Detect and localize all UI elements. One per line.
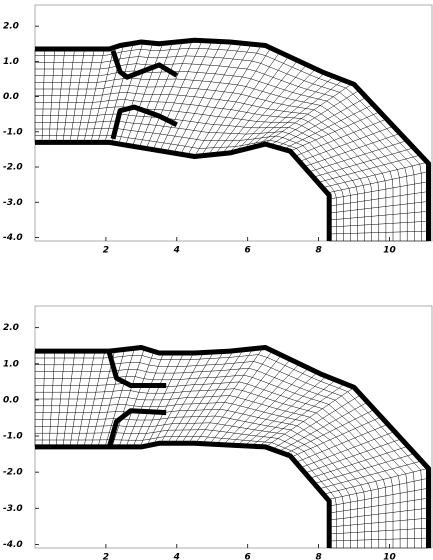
wall-line: [35, 443, 329, 548]
x-tick-label: 6: [245, 553, 251, 560]
y-tick-label: 1.0: [3, 359, 19, 369]
mesh-line: [35, 355, 421, 548]
y-tick-label: 0.0: [3, 92, 19, 102]
x-tick-label: 6: [245, 246, 251, 256]
y-tick-label: -1.0: [3, 432, 23, 442]
y-tick-label: -2.0: [3, 163, 23, 173]
mesh-line: [35, 437, 336, 549]
mesh-line: [35, 100, 372, 241]
x-tick-label: 4: [173, 553, 180, 560]
mesh-line: [35, 382, 393, 548]
x-tick-label: 10: [383, 246, 396, 256]
panel: 2.0 1.0 0.0 -1.0 -2.0 -3.0 -4.0 2 4 6 8 10: [3, 306, 432, 560]
x-tick-label: 10: [383, 553, 396, 560]
y-tick-label: 0.0: [3, 395, 19, 405]
panel: 2.0 1.0 0.0 -1.0 -2.0 -3.0 -4.0 2 4 6 8 10: [3, 5, 432, 256]
x-tick-label: 4: [173, 246, 180, 256]
y-tick-label: -2.0: [3, 468, 23, 478]
mesh-line: [35, 114, 358, 241]
mesh-line: [35, 128, 343, 241]
wall-line: [113, 51, 177, 77]
wall-line: [35, 142, 329, 241]
y-tick-label: 2.0: [3, 323, 19, 333]
y-tick-label: -4.0: [3, 540, 23, 550]
wall-line: [109, 353, 166, 386]
x-tick-label: 8: [315, 246, 321, 256]
figure: 2.0 1.0 0.0 -1.0 -2.0 -3.0 -4.0 2 4 6 8 10 2.0 1.0 0.0…: [0, 0, 433, 560]
mesh-line: [35, 107, 365, 241]
mesh-line: [35, 416, 358, 548]
x-tick-label: 2: [103, 553, 109, 560]
page: 2.0 1.0 0.0 -1.0 -2.0 -3.0 -4.0 2 4 6 8 10 2.0 1.0 0.0…: [0, 0, 433, 560]
mesh-line: [35, 85, 386, 241]
y-tick-label: 1.0: [3, 57, 19, 67]
x-tick-label: 2: [103, 246, 109, 256]
y-tick-label: -4.0: [3, 233, 23, 243]
x-tick-label: 8: [315, 553, 321, 560]
y-tick-label: 2.0: [3, 22, 19, 32]
mesh-line: [35, 402, 372, 548]
y-tick-label: -1.0: [3, 127, 23, 137]
y-tick-label: -3.0: [3, 198, 23, 208]
y-tick-label: -3.0: [3, 504, 23, 514]
